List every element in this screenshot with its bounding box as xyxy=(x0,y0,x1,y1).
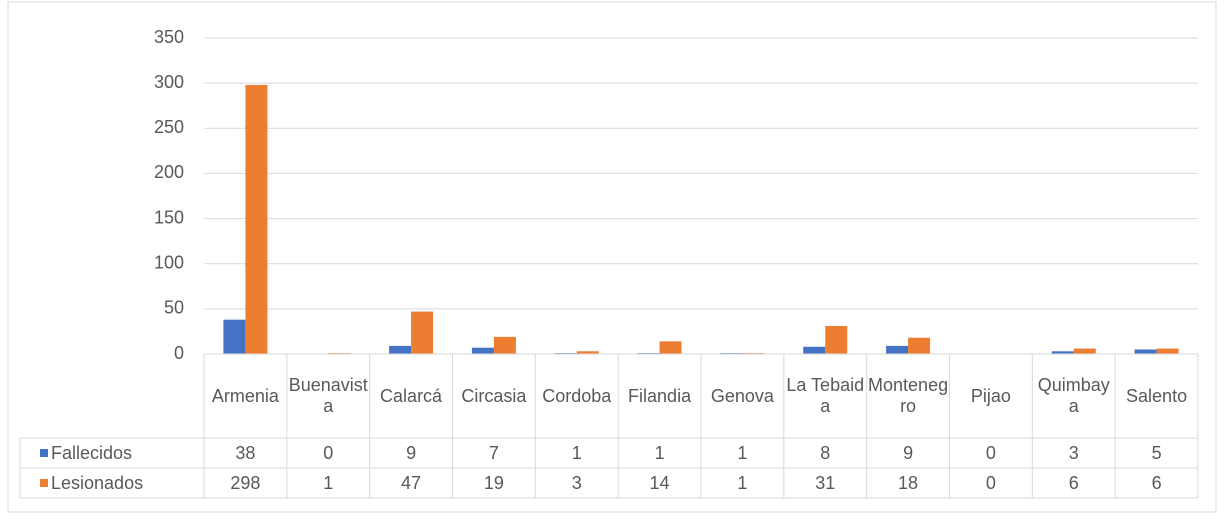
x-tick-label: Filandia xyxy=(628,385,692,406)
x-tick-label: Pijao xyxy=(970,385,1011,406)
x-tick-label: Genova xyxy=(710,385,774,406)
x-tick-label: Cordoba xyxy=(542,385,612,406)
bar xyxy=(825,326,848,354)
table-value: 1 xyxy=(737,472,748,493)
bar xyxy=(1051,351,1074,354)
table-value: 14 xyxy=(649,472,670,493)
y-tick-label: 200 xyxy=(154,162,184,182)
y-tick-label: 350 xyxy=(154,27,184,47)
legend-swatch xyxy=(40,479,48,487)
bar xyxy=(1134,349,1157,354)
chart-border xyxy=(7,1,1217,513)
bar xyxy=(803,346,826,354)
table-value: 1 xyxy=(654,442,665,463)
table-value: 3 xyxy=(1068,442,1079,463)
table-value: 1 xyxy=(571,442,582,463)
table-value: 1 xyxy=(737,442,748,463)
table-value: 298 xyxy=(230,472,261,493)
y-tick-label: 50 xyxy=(164,298,184,318)
x-tick-label: La Tebaida xyxy=(786,375,865,416)
legend-entry: Fallecidos xyxy=(20,438,204,468)
bar xyxy=(576,351,599,354)
table-value: 3 xyxy=(571,472,582,493)
y-tick-label: 300 xyxy=(154,72,184,92)
bar xyxy=(886,345,909,354)
table-value: 6 xyxy=(1068,472,1079,493)
table-value: 1 xyxy=(323,472,334,493)
x-tick-label: Circasia xyxy=(461,385,527,406)
y-tick-label: 100 xyxy=(154,252,184,272)
x-tick-label: Buenavista xyxy=(288,375,368,416)
y-tick-label: 150 xyxy=(154,207,184,227)
bar xyxy=(1156,348,1179,354)
bar xyxy=(411,311,434,354)
bar xyxy=(245,84,268,354)
table-value: 0 xyxy=(323,442,334,463)
bar xyxy=(493,336,516,354)
x-tick-label: Armenia xyxy=(211,385,279,406)
x-tick-label: Calarcá xyxy=(380,385,443,406)
table-value: 0 xyxy=(985,442,996,463)
y-tick-label: 250 xyxy=(154,117,184,137)
x-tick-label: Montenegro xyxy=(868,375,949,416)
y-tick-label: 0 xyxy=(174,343,184,363)
table-value: 8 xyxy=(820,442,831,463)
bar xyxy=(389,345,412,354)
bar xyxy=(1073,348,1096,354)
legend-swatch xyxy=(40,449,48,457)
table-value: 38 xyxy=(235,442,256,463)
bar xyxy=(471,347,494,354)
table-value: 6 xyxy=(1151,472,1162,493)
legend-entry: Lesionados xyxy=(20,468,204,498)
table-value: 9 xyxy=(903,442,914,463)
table-value: 9 xyxy=(406,442,417,463)
bar xyxy=(908,337,931,354)
table-value: 47 xyxy=(401,472,422,493)
table-value: 31 xyxy=(815,472,836,493)
table-value: 19 xyxy=(483,472,504,493)
table-value: 18 xyxy=(898,472,919,493)
x-tick-label: Quimbaya xyxy=(1037,375,1110,416)
x-tick-label: Salento xyxy=(1126,385,1188,406)
bar xyxy=(223,319,246,354)
legend-label: Lesionados xyxy=(51,472,144,493)
legend-label: Fallecidos xyxy=(51,442,133,463)
table-value: 0 xyxy=(985,472,996,493)
table-value: 7 xyxy=(488,442,499,463)
table-value: 5 xyxy=(1151,442,1162,463)
bar xyxy=(659,341,682,354)
